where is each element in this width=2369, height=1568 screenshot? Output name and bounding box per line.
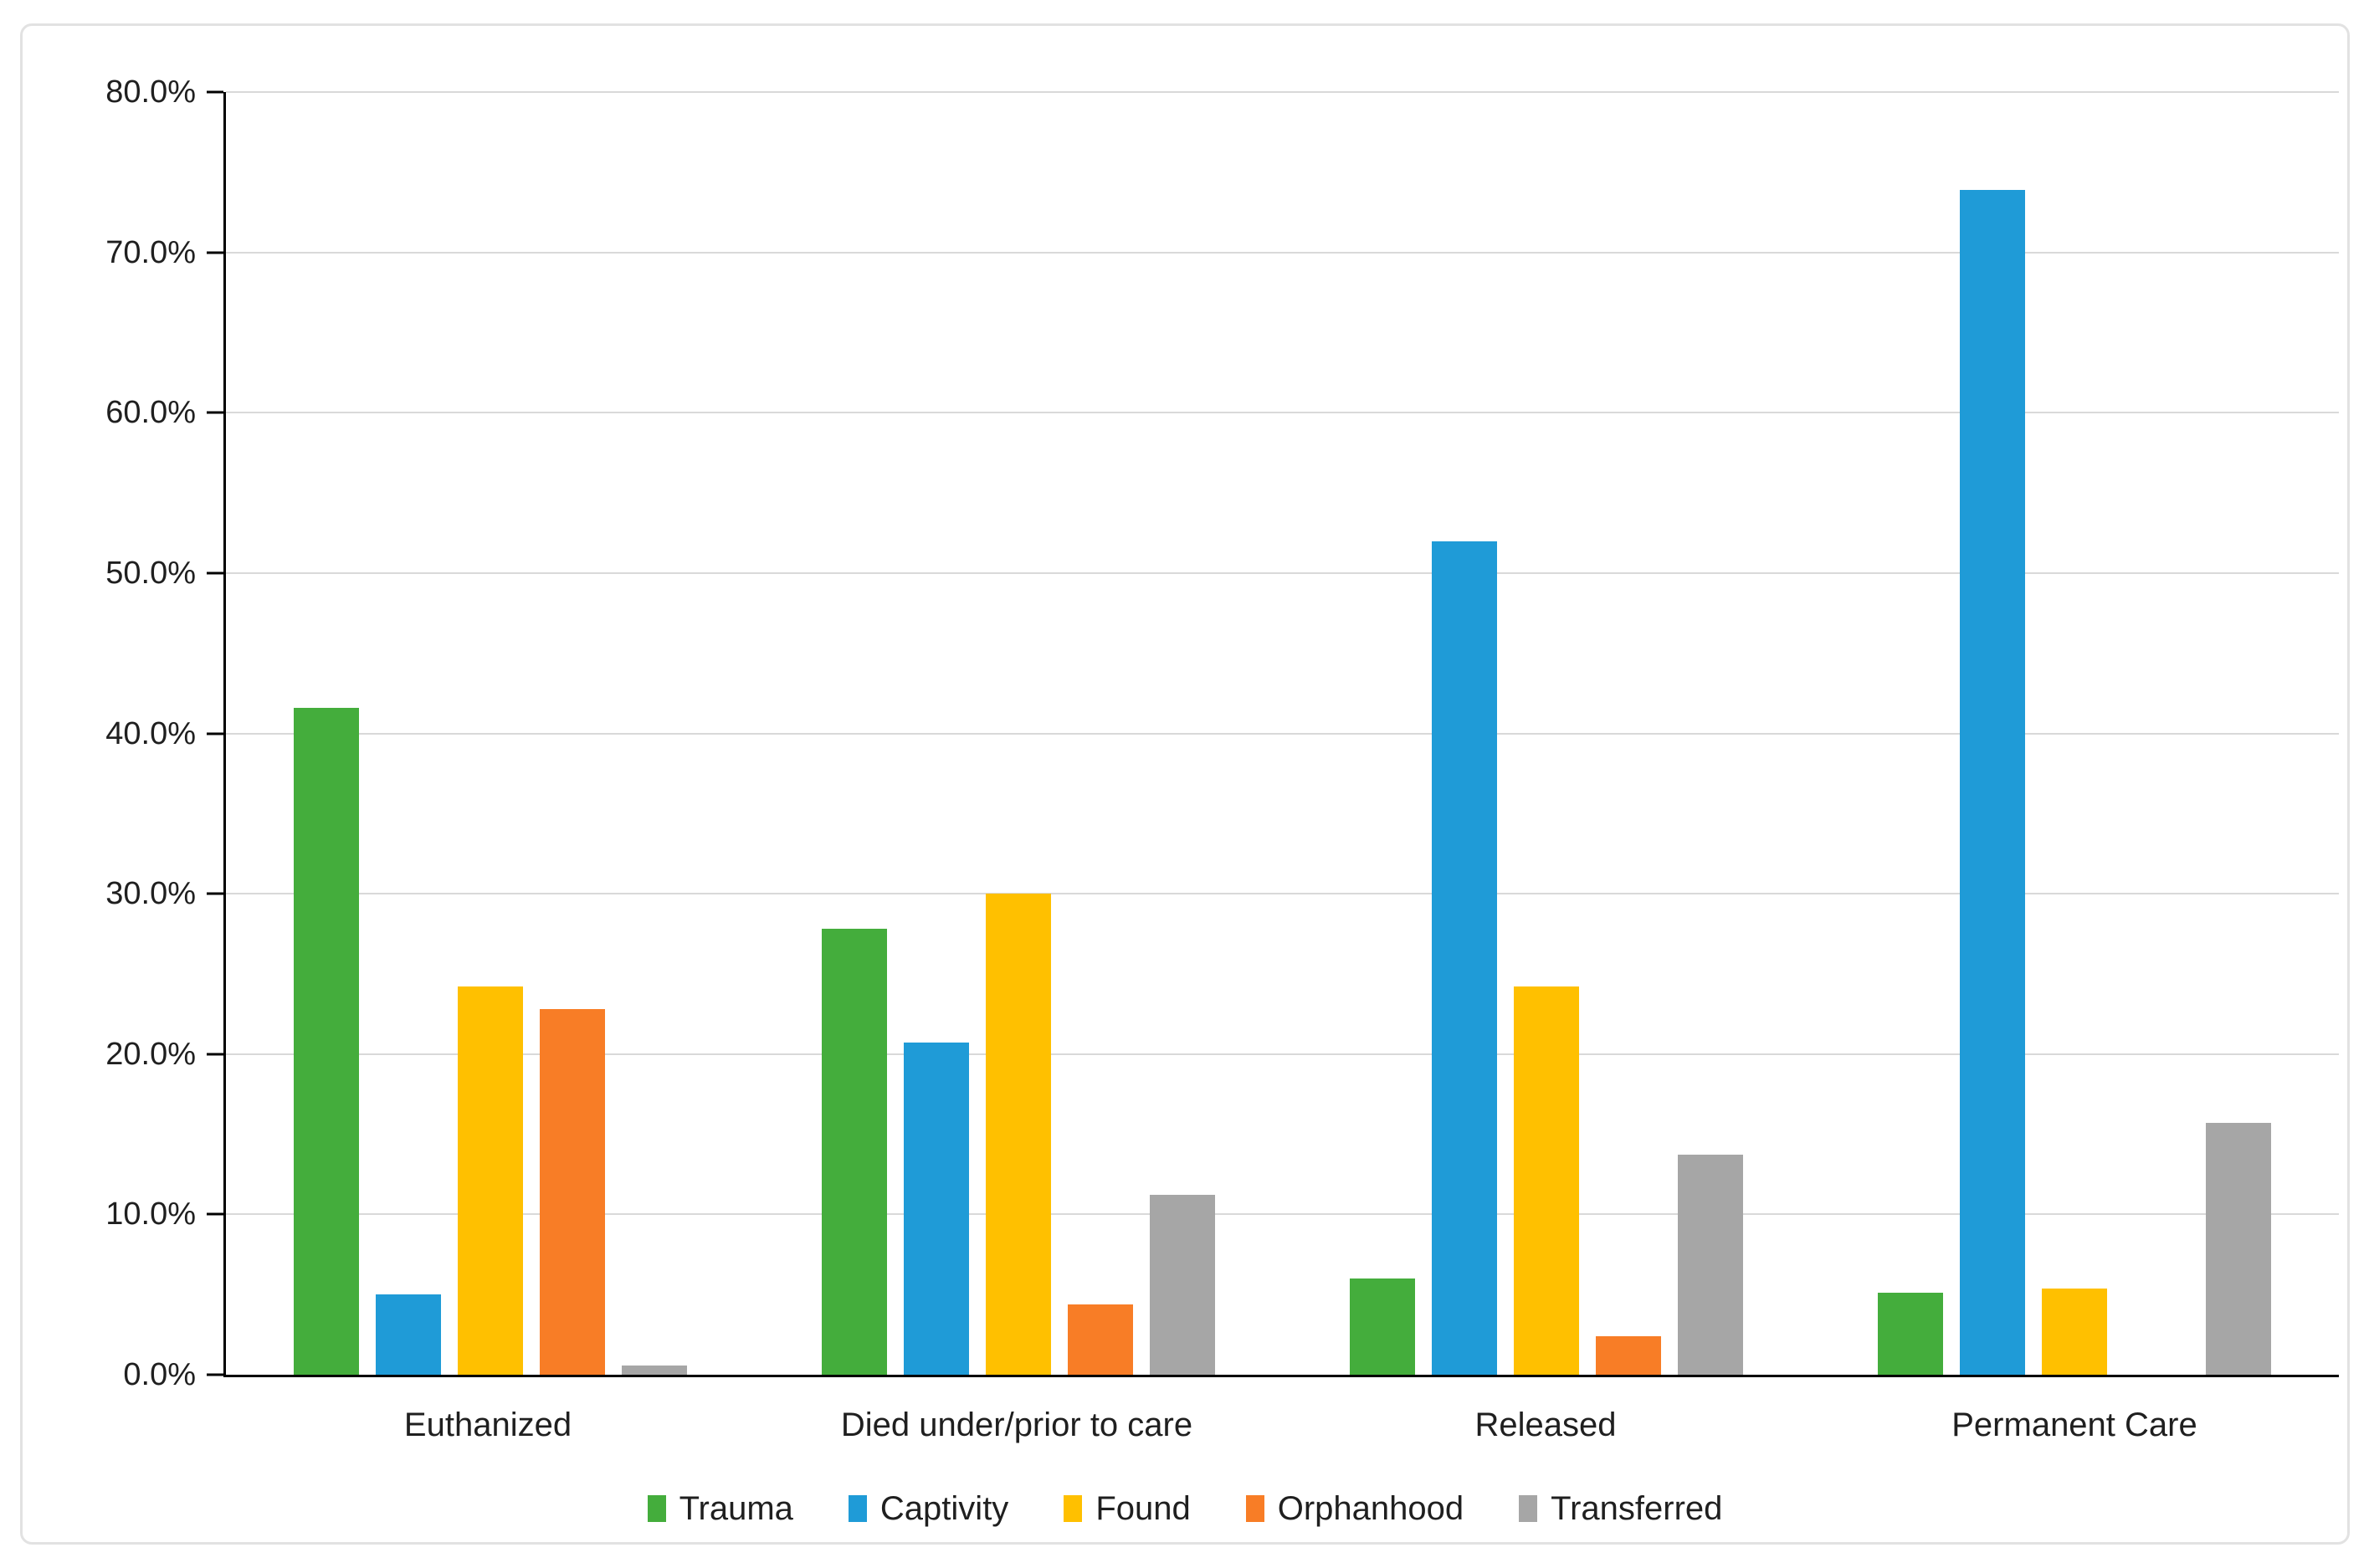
bar-transferred-2 [1678, 1155, 1744, 1375]
y-axis-tick-80 [207, 90, 223, 94]
y-axis-tick-20 [207, 1053, 223, 1056]
x-axis-label-0: Euthanized [403, 1407, 572, 1443]
y-tick-label-70: 70.0% [105, 234, 196, 270]
legend-label: Trauma [679, 1490, 793, 1527]
bar-found-1 [985, 894, 1051, 1375]
y-tick-label-20: 20.0% [105, 1036, 196, 1072]
y-tick-label-0: 0.0% [123, 1357, 196, 1392]
gridline-70 [226, 251, 2339, 254]
bar-group-permanent-care [1811, 92, 2339, 1375]
chart-frame: 0.0% 10.0% 20.0% 30.0% 40.0% 50.0% 60.0% 70.0% 8… [20, 23, 2350, 1545]
legend-marker-icon [848, 1495, 867, 1522]
y-axis-tick-0 [207, 1373, 223, 1376]
bar-transferred-3 [2206, 1123, 2272, 1375]
bar-orphanhood-0 [539, 1009, 605, 1375]
legend-item-orphanhood: Orphanhood [1245, 1490, 1464, 1527]
gridline-40 [226, 732, 2339, 735]
bar-trauma-2 [1350, 1278, 1416, 1375]
y-axis-tick-10 [207, 1212, 223, 1216]
gridline-20 [226, 1053, 2339, 1055]
x-axis-labels: Euthanized Died under/prior to care Releas… [223, 1405, 2339, 1445]
bar-trauma-3 [1878, 1293, 1944, 1375]
y-tick-label-50: 50.0% [105, 555, 196, 591]
legend: Trauma Captivity Found Orphanhood Transferre… [23, 1492, 2347, 1525]
bar-transferred-1 [1149, 1195, 1215, 1375]
y-tick-label-30: 30.0% [105, 876, 196, 912]
y-axis-tick-50 [207, 571, 223, 575]
bar-trauma-0 [293, 707, 359, 1375]
gridline-30 [226, 893, 2339, 895]
bar-captivity-0 [375, 1294, 441, 1375]
legend-marker-icon [647, 1495, 666, 1522]
gridline-60 [226, 412, 2339, 414]
legend-item-transferred: Transferred [1519, 1492, 1722, 1525]
legend-label: Captivity [879, 1490, 1009, 1527]
bar-trauma-1 [821, 929, 887, 1375]
legend-marker-icon [1245, 1495, 1264, 1522]
bar-group-died-under-prior-to-care [754, 92, 1282, 1375]
bar-captivity-1 [903, 1043, 969, 1375]
bar-captivity-2 [1432, 541, 1498, 1375]
legend-marker-icon [1519, 1495, 1538, 1522]
legend-label: Found [1095, 1490, 1191, 1527]
x-axis-label-2: Released [1474, 1407, 1617, 1443]
bar-found-2 [1514, 986, 1580, 1375]
gridline-50 [226, 571, 2339, 574]
gridline-10 [226, 1213, 2339, 1216]
y-tick-label-40: 40.0% [105, 715, 196, 751]
legend-label: Orphanhood [1277, 1490, 1464, 1527]
bar-orphanhood-1 [1067, 1304, 1133, 1375]
bar-orphanhood-2 [1596, 1336, 1662, 1375]
legend-item-trauma: Trauma [647, 1490, 793, 1527]
bar-transferred-0 [621, 1365, 687, 1375]
x-axis-label-3: Permanent Care [1951, 1407, 2197, 1443]
x-axis-label-1: Died under/prior to care [840, 1407, 1193, 1443]
y-axis-tick-60 [207, 411, 223, 414]
legend-item-found: Found [1064, 1490, 1191, 1527]
y-tick-label-60: 60.0% [105, 395, 196, 431]
bar-groups-container [226, 92, 2339, 1375]
legend-label: Transferred [1551, 1490, 1723, 1527]
plot-area: 0.0% 10.0% 20.0% 30.0% 40.0% 50.0% 60.0% 70.0% 8… [105, 76, 2339, 1391]
bar-group-euthanized [226, 92, 754, 1375]
y-axis-tick-40 [207, 732, 223, 735]
bar-found-3 [2042, 1288, 2108, 1375]
bar-group-released [1283, 92, 1811, 1375]
y-axis-tick-70 [207, 251, 223, 254]
legend-marker-icon [1064, 1495, 1083, 1522]
y-tick-label-80: 80.0% [105, 74, 196, 110]
y-tick-label-10: 10.0% [105, 1196, 196, 1232]
bar-found-0 [457, 986, 523, 1375]
gridline-80 [226, 91, 2339, 93]
legend-item-captivity: Captivity [848, 1490, 1009, 1527]
bar-captivity-3 [1960, 189, 2026, 1375]
y-axis-tick-30 [207, 892, 223, 895]
